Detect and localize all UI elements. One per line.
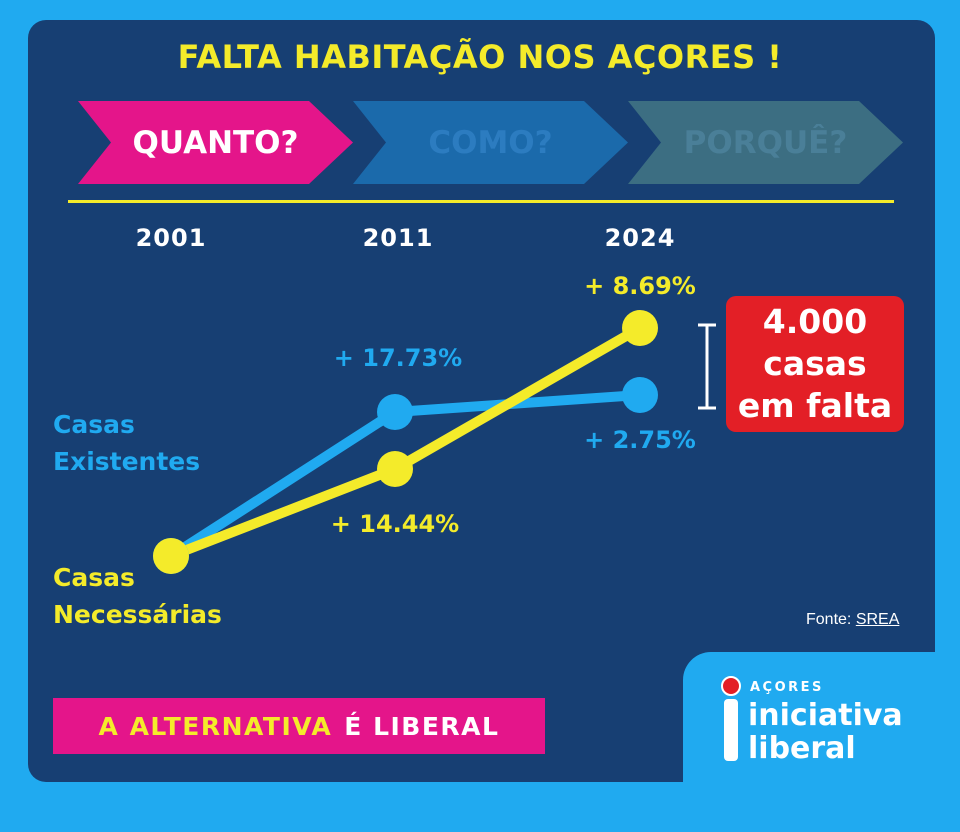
series-name-0-line1: Existentes [53,447,200,476]
logo-name-line2: liberal [748,731,856,766]
year-label-2011: 2011 [363,224,434,252]
step-como: COMO? [353,101,628,184]
growth-label-0-2011: + 17.73% [334,344,462,372]
slogan-banner: A ALTERNATIVA É LIBERAL [53,698,545,754]
logo-bar-icon [724,699,738,761]
shortage-text: em falta [737,386,893,425]
source-note: Fonte: SREA [806,611,899,629]
gap-bracket [698,323,716,410]
shortage-number: 4.000 [762,302,868,341]
series-name-0-line0: Casas [53,410,135,439]
logo-name-line1: iniciativa [748,698,903,733]
step-porque: PORQUÊ? [628,101,903,184]
point-1-2024 [622,310,658,346]
slogan-part1: A ALTERNATIVA [98,711,333,741]
growth-label-1-2011: + 14.44% [331,510,459,538]
growth-label-0-2024: + 2.75% [584,426,696,454]
shortage-callout: 4.000 casas em falta [726,296,904,432]
divider-line [68,200,894,203]
point-1-2001 [153,538,189,574]
series-name-1-line0: Casas [53,563,135,592]
point-1-2011 [377,451,413,487]
series-name-1-line1: Necessárias [53,600,222,629]
line-chart: 2001 2011 2024 + 17.73% + 2.75% + 14.44% + 8.… [53,224,716,629]
point-0-2011 [377,394,413,430]
growth-label-1-2024: + 8.69% [584,272,696,300]
source-prefix: Fonte: [806,611,852,628]
slogan-part2: É LIBERAL [344,711,500,741]
year-label-2024: 2024 [605,224,676,252]
shortage-unit: casas [763,344,867,383]
point-0-2024 [622,377,658,413]
logo-dot-icon [721,676,741,696]
step-quanto: QUANTO? [78,101,353,184]
logo-region: AÇORES [750,680,824,695]
page-title: FALTA HABITAÇÃO NOS AÇORES ! [177,38,783,76]
source-link[interactable]: SREA [855,611,900,628]
logo-wordmark: iniciativa liberal [748,699,903,765]
year-label-2001: 2001 [136,224,207,252]
